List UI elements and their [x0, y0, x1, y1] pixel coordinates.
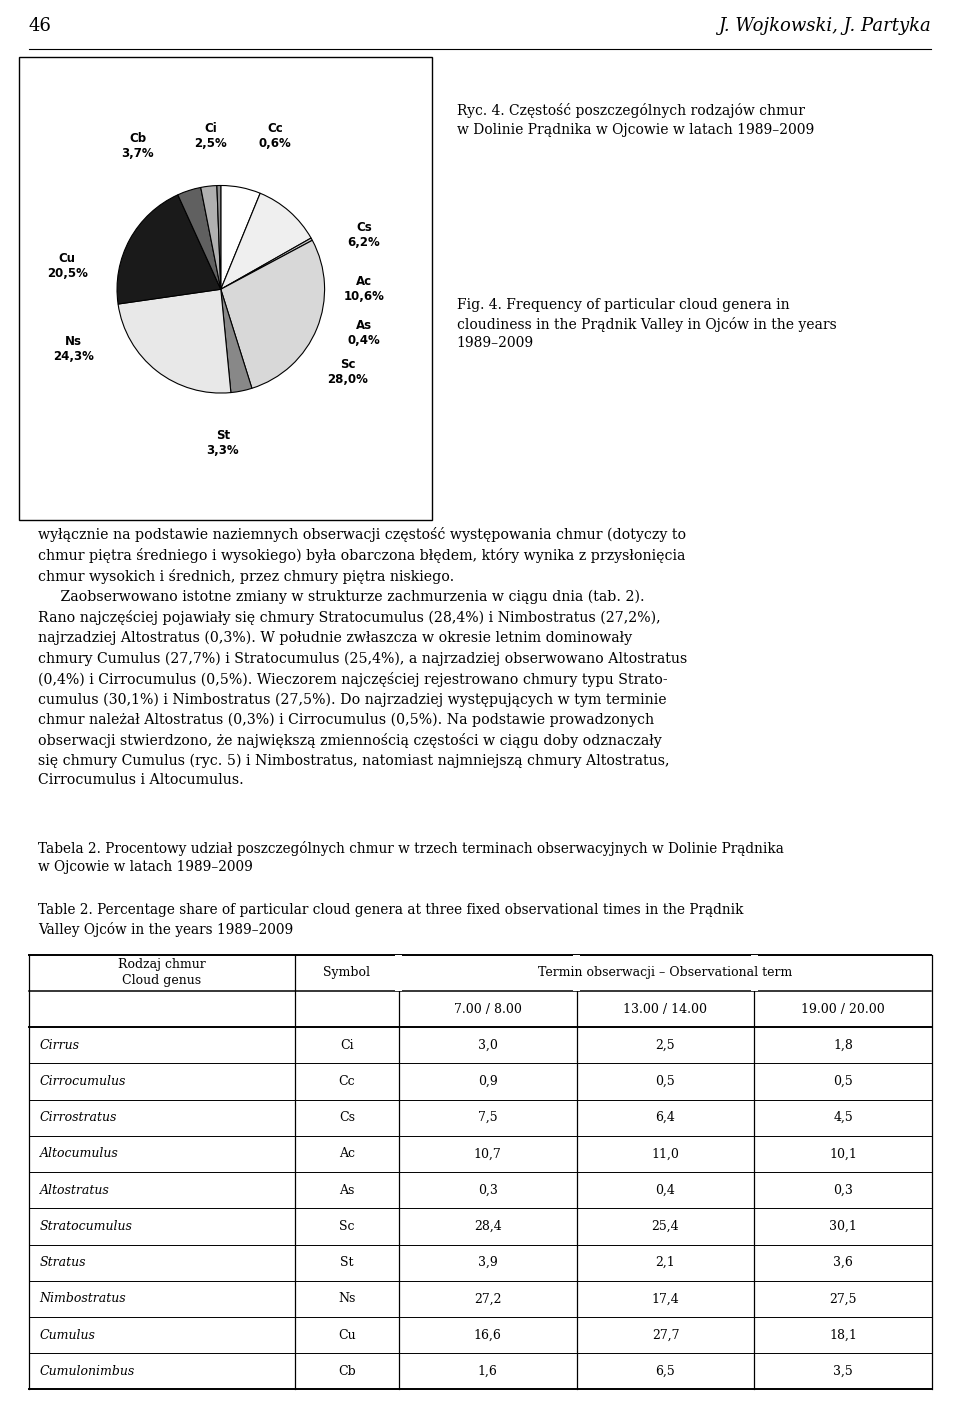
Text: 0,3: 0,3	[833, 1184, 853, 1197]
Text: 19.00 / 20.00: 19.00 / 20.00	[802, 1003, 885, 1016]
Text: 0,3: 0,3	[478, 1184, 497, 1197]
Text: 27,7: 27,7	[652, 1328, 679, 1341]
Text: 0,5: 0,5	[833, 1074, 853, 1089]
Wedge shape	[117, 195, 221, 304]
Bar	[573, 955, 580, 990]
Text: 2,5: 2,5	[656, 1039, 675, 1052]
Text: Ns
24,3%: Ns 24,3%	[53, 335, 94, 363]
Text: wyłącznie na podstawie naziemnych obserwacji częstość występowania chmur (dotycz: wyłącznie na podstawie naziemnych obserw…	[38, 527, 687, 787]
Text: Cumulus: Cumulus	[39, 1328, 95, 1341]
Text: Ac: Ac	[339, 1147, 355, 1160]
Wedge shape	[221, 185, 260, 289]
Text: 3,5: 3,5	[833, 1365, 853, 1378]
Text: Stratus: Stratus	[39, 1255, 86, 1270]
Text: Cb
3,7%: Cb 3,7%	[122, 133, 155, 160]
Text: 10,1: 10,1	[829, 1147, 857, 1160]
Text: Ci: Ci	[340, 1039, 353, 1052]
Text: 13.00 / 14.00: 13.00 / 14.00	[623, 1003, 708, 1016]
Text: Symbol: Symbol	[324, 966, 371, 979]
Text: J. Wojkowski, J. Partyka: J. Wojkowski, J. Partyka	[718, 17, 931, 34]
Text: 28,4: 28,4	[474, 1220, 501, 1233]
Text: 0,5: 0,5	[656, 1074, 675, 1089]
Text: Cs: Cs	[339, 1112, 355, 1124]
Text: 0,4: 0,4	[656, 1184, 676, 1197]
Text: Cu
20,5%: Cu 20,5%	[47, 252, 87, 281]
Text: 6,4: 6,4	[656, 1112, 676, 1124]
Text: 7.00 / 8.00: 7.00 / 8.00	[454, 1003, 521, 1016]
Text: Cc: Cc	[339, 1074, 355, 1089]
Wedge shape	[178, 188, 221, 289]
Text: 3,6: 3,6	[833, 1255, 853, 1270]
Text: 6,5: 6,5	[656, 1365, 675, 1378]
Text: 46: 46	[29, 17, 52, 34]
Text: St
3,3%: St 3,3%	[206, 429, 239, 457]
Text: Cirrostratus: Cirrostratus	[39, 1112, 117, 1124]
Wedge shape	[221, 289, 252, 392]
Text: Cs
6,2%: Cs 6,2%	[348, 221, 380, 249]
Text: Cu: Cu	[338, 1328, 356, 1341]
Text: Nimbostratus: Nimbostratus	[39, 1292, 127, 1305]
Wedge shape	[221, 241, 324, 388]
Text: Stratocumulus: Stratocumulus	[39, 1220, 132, 1233]
Text: Tabela 2. Procentowy udział poszczególnych chmur w trzech terminach obserwacyjny: Tabela 2. Procentowy udział poszczególny…	[38, 841, 784, 874]
Text: Ac
10,6%: Ac 10,6%	[344, 275, 384, 304]
Text: 17,4: 17,4	[652, 1292, 680, 1305]
Text: 7,5: 7,5	[478, 1112, 497, 1124]
Text: 3,9: 3,9	[478, 1255, 497, 1270]
Text: Ci
2,5%: Ci 2,5%	[194, 121, 227, 150]
Text: Ns: Ns	[338, 1292, 355, 1305]
Text: 1,6: 1,6	[478, 1365, 497, 1378]
Text: 10,7: 10,7	[474, 1147, 501, 1160]
Wedge shape	[118, 289, 231, 393]
Text: Cc
0,6%: Cc 0,6%	[258, 121, 291, 150]
Bar	[396, 955, 402, 990]
Text: 18,1: 18,1	[829, 1328, 857, 1341]
Text: Table 2. Percentage share of particular cloud genera at three fixed observationa: Table 2. Percentage share of particular …	[38, 903, 744, 936]
Text: 2,1: 2,1	[656, 1255, 675, 1270]
Text: Sc: Sc	[339, 1220, 354, 1233]
Text: Sc
28,0%: Sc 28,0%	[327, 358, 368, 386]
Text: As
0,4%: As 0,4%	[348, 319, 380, 346]
Wedge shape	[217, 185, 221, 289]
Text: 25,4: 25,4	[652, 1220, 680, 1233]
Text: Ryc. 4. Częstość poszczególnych rodzajów chmur
w Dolinie Prądnika w Ojcowie w la: Ryc. 4. Częstość poszczególnych rodzajów…	[457, 104, 814, 137]
Text: Altostratus: Altostratus	[39, 1184, 109, 1197]
Text: Cb: Cb	[338, 1365, 356, 1378]
Text: 4,5: 4,5	[833, 1112, 853, 1124]
Text: Cirrus: Cirrus	[39, 1039, 80, 1052]
Text: Cumulonimbus: Cumulonimbus	[39, 1365, 134, 1378]
Bar	[751, 955, 758, 990]
Text: St: St	[340, 1255, 353, 1270]
Wedge shape	[221, 194, 311, 289]
Text: 11,0: 11,0	[652, 1147, 680, 1160]
Text: 27,5: 27,5	[829, 1292, 857, 1305]
Text: Cirrocumulus: Cirrocumulus	[39, 1074, 126, 1089]
Text: 30,1: 30,1	[829, 1220, 857, 1233]
Text: 27,2: 27,2	[474, 1292, 501, 1305]
Text: 0,9: 0,9	[478, 1074, 497, 1089]
Text: As: As	[339, 1184, 354, 1197]
Wedge shape	[201, 185, 221, 289]
Text: Fig. 4. Frequency of particular cloud genera in
cloudiness in the Prądnik Valley: Fig. 4. Frequency of particular cloud ge…	[457, 298, 836, 351]
Text: Termin obserwacji – Observational term: Termin obserwacji – Observational term	[539, 966, 793, 979]
Text: 3,0: 3,0	[478, 1039, 497, 1052]
Text: 16,6: 16,6	[473, 1328, 502, 1341]
Text: Altocumulus: Altocumulus	[39, 1147, 118, 1160]
Text: Rodzaj chmur
Cloud genus: Rodzaj chmur Cloud genus	[118, 959, 205, 988]
Wedge shape	[221, 238, 312, 289]
Text: 1,8: 1,8	[833, 1039, 853, 1052]
